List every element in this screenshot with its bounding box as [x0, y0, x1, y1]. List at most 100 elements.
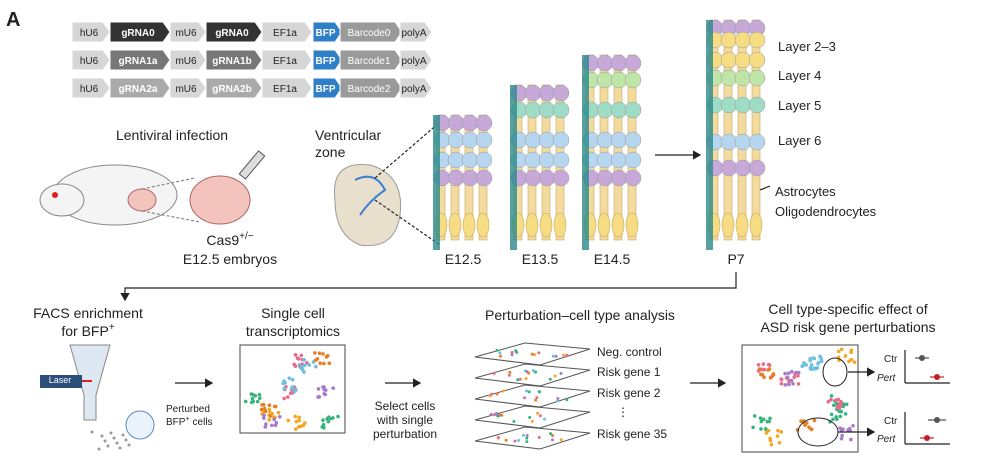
cell-point — [843, 412, 848, 416]
cell-point — [538, 414, 542, 418]
cell — [538, 101, 556, 119]
cell-point — [786, 371, 791, 375]
cell — [552, 101, 570, 119]
cell-point — [267, 407, 272, 412]
dot — [121, 433, 125, 437]
cell-point — [757, 367, 762, 371]
cell — [596, 169, 614, 187]
cell-point — [290, 377, 295, 382]
cell-point — [534, 370, 538, 374]
progenitor — [625, 212, 639, 238]
cell-point — [852, 360, 857, 365]
cell — [447, 131, 465, 149]
cell-point — [264, 422, 268, 426]
cell-point — [559, 371, 563, 375]
cell-point — [819, 359, 824, 364]
cell-point — [843, 354, 848, 358]
cell — [720, 51, 738, 69]
construct-label: gRNA0 — [121, 28, 155, 39]
constructs: hU6 gRNA0 mU6 gRNA0 EF1a BFP Barcode0 polyA hU6 g… — [71, 21, 433, 99]
connector — [759, 185, 771, 191]
cell-point — [802, 361, 806, 365]
cell-point — [259, 407, 264, 412]
cell-point — [272, 404, 277, 409]
construct-label: Barcode2 — [348, 84, 391, 95]
cell-point — [759, 419, 764, 424]
cell-point — [307, 363, 312, 367]
progenitor — [735, 212, 749, 238]
dot — [90, 430, 94, 434]
cell-point — [294, 388, 298, 392]
cell-point — [527, 390, 531, 394]
cell-point — [299, 353, 304, 358]
cell — [610, 131, 628, 149]
labeled-lineage — [582, 55, 589, 250]
cell — [596, 71, 614, 89]
mouse-label-sup: +/− — [239, 231, 254, 242]
cell-point — [763, 427, 768, 431]
cell-point — [762, 367, 767, 372]
cell-point — [496, 414, 500, 418]
cell-point — [808, 357, 812, 361]
dot — [124, 438, 128, 442]
construct-label: polyA — [401, 84, 426, 95]
embryo — [189, 175, 251, 225]
cell-point — [318, 361, 323, 366]
cell-point — [816, 361, 820, 366]
progenitor — [721, 212, 735, 238]
cell — [748, 69, 766, 87]
cell — [552, 169, 570, 187]
cell-point — [255, 399, 260, 404]
cell-point — [498, 351, 502, 355]
cell-point — [836, 403, 841, 407]
construct-label: gRNA2a — [119, 84, 158, 95]
cell-point — [524, 377, 528, 381]
cell-point — [847, 359, 851, 364]
construct-label: gRNA1b — [212, 56, 251, 67]
cell-point — [317, 395, 322, 399]
plane — [474, 426, 591, 450]
progenitor — [476, 212, 490, 238]
uterus — [127, 188, 157, 212]
cell-point — [530, 419, 534, 423]
cell-point — [495, 392, 499, 396]
perturbation-label: ⋮ — [617, 405, 629, 419]
cell-point — [302, 363, 307, 368]
cell-point — [535, 396, 539, 400]
construct-element — [71, 49, 111, 71]
cell-point — [779, 430, 784, 434]
layer-label: Layer 6 — [778, 133, 821, 148]
construct-label: hU6 — [80, 84, 99, 95]
cell — [447, 114, 465, 132]
labeled-lineage — [433, 115, 440, 250]
cell-point — [751, 425, 755, 430]
cell-point — [796, 382, 801, 386]
construct-label: BFP — [316, 84, 336, 95]
construct-label: hU6 — [80, 56, 99, 67]
cell-point — [322, 385, 326, 389]
cell — [734, 133, 752, 151]
glia-label: Astrocytes — [775, 184, 836, 199]
stage-label: E12.5 — [445, 251, 482, 267]
cell-point — [293, 414, 298, 419]
progenitor — [448, 212, 462, 238]
cell — [475, 151, 493, 169]
layer-label: Layer 2–3 — [778, 39, 836, 54]
cell-point — [525, 440, 529, 444]
cell-point — [555, 399, 559, 403]
cell-point — [765, 419, 770, 424]
cell-point — [258, 396, 262, 401]
progenitor — [462, 212, 476, 238]
cell-point — [831, 417, 835, 422]
cell-point — [267, 403, 272, 408]
cell-point — [316, 387, 321, 391]
cell — [538, 84, 556, 102]
cell — [596, 54, 614, 72]
cell-point — [504, 438, 508, 442]
cell-point — [261, 402, 266, 407]
cell-point — [530, 352, 534, 356]
cell — [748, 96, 766, 114]
cell-point — [322, 361, 326, 366]
cell — [720, 96, 738, 114]
cell-point — [515, 350, 519, 354]
